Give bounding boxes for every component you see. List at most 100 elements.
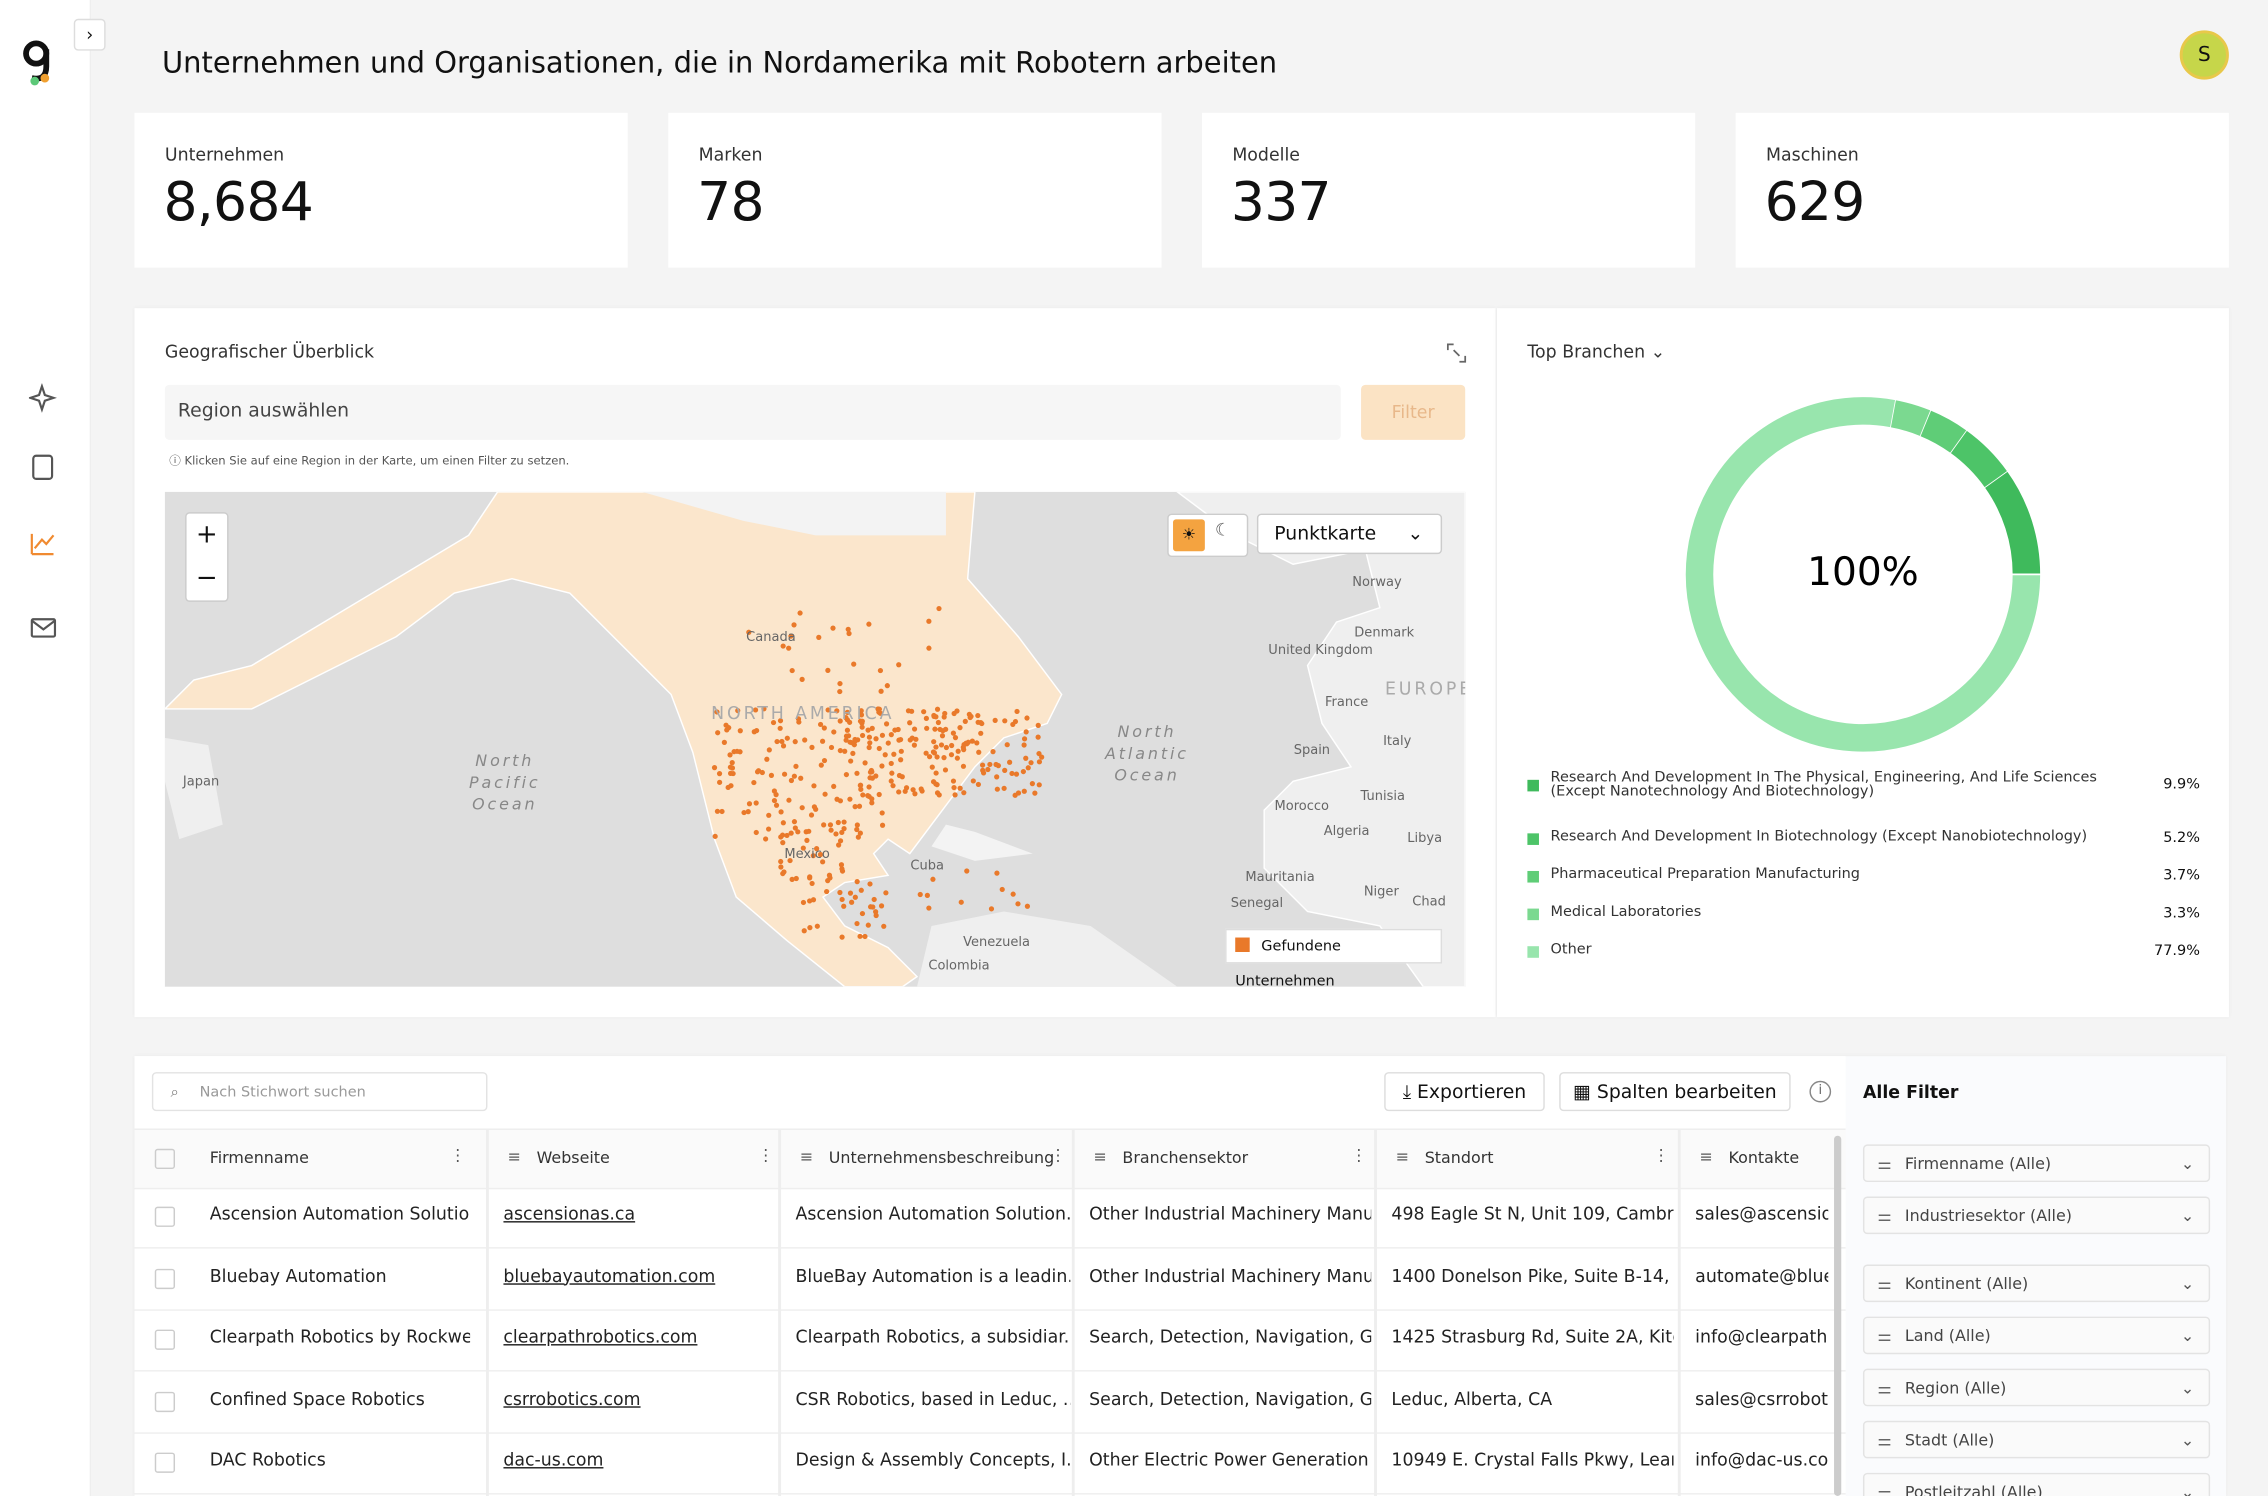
map-dot — [1024, 715, 1030, 721]
map-dot — [838, 862, 845, 868]
map-dot — [798, 775, 804, 781]
columns-button[interactable]: ▦ Spalten bearbeiten — [1559, 1072, 1791, 1112]
drag-icon: ≡ — [1395, 1147, 1410, 1167]
map-dot — [858, 712, 865, 718]
legend-text: Gefundene Unternehmen — [1235, 938, 1341, 987]
column-header[interactable]: Kontakte — [1728, 1148, 1800, 1168]
website-link[interactable]: dac-us.com — [503, 1449, 604, 1470]
map-dot — [1039, 754, 1045, 760]
legend-value: 9.9% — [2163, 776, 2200, 793]
filter-select[interactable]: Kontinent (Alle) ⚌ ⌄ — [1862, 1264, 2211, 1303]
legend-label: Other — [1550, 941, 1592, 958]
export-button[interactable]: ⤓ Exportieren — [1384, 1072, 1545, 1112]
drag-icon: ≡ — [507, 1147, 522, 1167]
map-dot — [943, 744, 950, 751]
stat-label: Unternehmen — [164, 144, 285, 165]
checkbox[interactable] — [154, 1452, 176, 1473]
map-dot — [836, 842, 842, 848]
checkbox[interactable] — [154, 1391, 176, 1412]
map-dot — [979, 762, 986, 768]
zoom-controls[interactable]: + − — [185, 512, 229, 602]
legend-label: Research And Development In Biotechnolog… — [1550, 829, 2088, 845]
checkbox[interactable] — [154, 1268, 176, 1289]
expand-button[interactable]: › — [73, 18, 106, 51]
avatar[interactable]: S — [2179, 30, 2229, 80]
cell: Ascension Automation Solution... — [795, 1203, 1071, 1224]
donut-segment — [1949, 430, 2007, 488]
map-dot — [865, 727, 871, 733]
map-dot — [1024, 903, 1031, 909]
scrollbar[interactable] — [1834, 1135, 1842, 1496]
map-dot — [876, 791, 882, 798]
map-dot — [811, 783, 817, 789]
map-label: Senegal — [1230, 897, 1284, 912]
map-dot — [727, 764, 734, 770]
map-dot — [780, 643, 786, 649]
map-dot — [866, 744, 872, 751]
map-dot — [852, 894, 858, 900]
column-header[interactable]: Webseite — [536, 1148, 610, 1168]
search-input[interactable]: ⌕ Nach Stichwort suchen — [151, 1072, 488, 1112]
map-dot — [877, 667, 884, 674]
checkbox[interactable] — [154, 1206, 176, 1227]
view-select[interactable]: Punktkarte ⌄ — [1256, 513, 1443, 555]
map-dot — [763, 836, 769, 842]
map-dot — [1021, 788, 1027, 794]
stat-card: Unternehmen 8,684 — [134, 112, 628, 268]
export-text: Exportieren — [1417, 1082, 1527, 1104]
map-dot — [781, 771, 788, 777]
filter-select[interactable]: Land (Alle) ⚌ ⌄ — [1862, 1316, 2211, 1355]
expand-icon[interactable] — [1446, 343, 1467, 363]
info-icon[interactable]: i — [1809, 1080, 1832, 1103]
column-header[interactable]: Unternehmensbeschreibung — [828, 1148, 1055, 1168]
checkbox[interactable] — [154, 1329, 176, 1350]
map-dot — [870, 904, 876, 910]
website-link[interactable]: ascensionas.ca — [503, 1203, 636, 1224]
map-dot — [942, 767, 949, 773]
cell: CSR Robotics, based in Leduc, ... — [795, 1388, 1071, 1409]
checkbox[interactable] — [154, 1148, 176, 1170]
website-link[interactable]: csrrobotics.com — [503, 1388, 641, 1409]
map-dot — [784, 832, 790, 839]
map-dot — [787, 857, 793, 864]
theme-toggle[interactable]: ☀ ☾ — [1167, 513, 1249, 558]
region-input[interactable]: Region auswählen — [164, 384, 1341, 440]
map-dot — [800, 845, 806, 851]
column-header[interactable]: Standort — [1424, 1148, 1494, 1168]
map-dot — [867, 740, 873, 746]
map-dot — [814, 846, 820, 852]
donut-title[interactable]: Top Branchen ⌄ — [1527, 341, 1666, 362]
donut-segment — [1889, 400, 1931, 436]
stat-value: 629 — [1764, 170, 1866, 233]
filter-select[interactable]: Firmenname (Alle) ⚌ ⌄ — [1862, 1144, 2211, 1183]
filter-select[interactable]: Region (Alle) ⚌ ⌄ — [1862, 1368, 2211, 1407]
map-dot — [835, 819, 841, 826]
map-dot — [888, 778, 894, 784]
map-dot — [929, 764, 935, 770]
website-link[interactable]: clearpathrobotics.com — [503, 1326, 698, 1347]
filter-select[interactable]: Stadt (Alle) ⚌ ⌄ — [1862, 1420, 2211, 1459]
map-dot — [1023, 729, 1029, 735]
website-link[interactable]: bluebayautomation.com — [503, 1265, 716, 1286]
map-dot — [729, 760, 735, 766]
map-dot — [847, 739, 853, 745]
search-text: Nach Stichwort suchen — [199, 1085, 366, 1102]
map-label: NORTH AMERICA — [711, 703, 895, 724]
filter-select[interactable]: Postleitzahl (Alle) ⚌ ⌄ — [1862, 1472, 2211, 1496]
nav-icons[interactable] — [28, 383, 58, 658]
map-dot — [857, 782, 863, 789]
map-dot — [770, 719, 777, 726]
column-header[interactable]: Firmenname — [209, 1148, 309, 1168]
map[interactable]: Canada NORTH AMERICA Mexico Cuba Venezuela Co… — [164, 491, 1466, 987]
filter-select[interactable]: Industriesektor (Alle) ⚌ ⌄ — [1862, 1196, 2211, 1235]
map-dot — [839, 934, 845, 940]
cell: Other Electric Power Generation — [1089, 1449, 1369, 1470]
column-header[interactable]: Branchensektor — [1122, 1148, 1249, 1168]
map-dot — [817, 851, 824, 858]
map-dot — [793, 763, 799, 769]
filter-button[interactable]: Filter — [1361, 384, 1466, 440]
legend-value: 77.9% — [2154, 943, 2200, 960]
map-dot — [1009, 770, 1015, 777]
map-dot — [884, 683, 890, 689]
